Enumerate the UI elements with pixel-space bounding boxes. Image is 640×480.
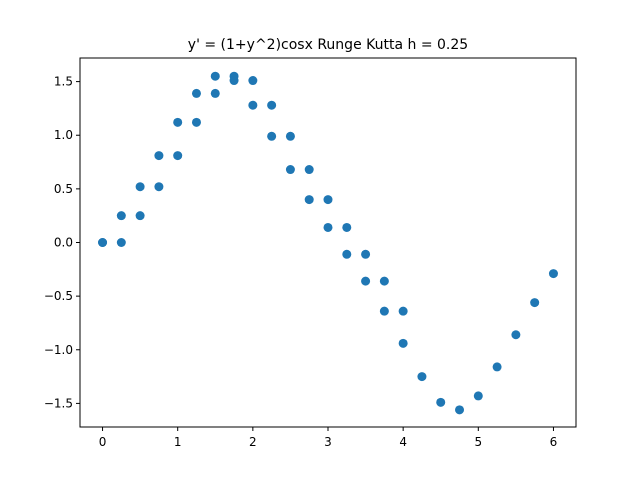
data-point [530,298,540,308]
data-point [455,405,465,415]
data-point [248,76,258,86]
y-tick-label: −1.0 [44,343,73,357]
data-point [191,88,201,98]
data-point [398,338,408,348]
x-tick-label: 2 [249,435,257,449]
chart-title: y' = (1+y^2)cosx Runge Kutta h = 0.25 [188,37,468,53]
y-axis: −1.5 −1.0 −0.5 0.0 0.5 1.0 1.5 [44,75,80,410]
data-point [511,330,521,340]
data-point [473,391,483,401]
x-tick-label: 1 [174,435,182,449]
data-point [210,71,220,81]
data-point [342,249,352,259]
data-point [342,222,352,232]
y-tick-label: −1.5 [44,396,73,410]
x-tick-label: 4 [399,435,407,449]
data-point [248,100,258,110]
x-tick-label: 5 [474,435,482,449]
x-tick-label: 3 [324,435,332,449]
x-tick-label: 0 [99,435,107,449]
data-point [116,211,126,221]
y-tick-label: 1.0 [54,128,73,142]
data-point [154,182,164,192]
data-point [267,100,277,110]
data-point [210,88,220,98]
data-point [398,306,408,316]
y-tick-label: 0.5 [54,182,73,196]
data-point [417,372,427,382]
data-point [548,269,558,279]
data-point [135,211,145,221]
data-point [379,276,389,286]
data-point [361,276,371,286]
data-point [229,76,239,86]
data-point [492,362,502,372]
data-point [436,397,446,407]
data-point [304,165,314,175]
data-point [116,238,126,247]
y-tick-label: 1.5 [54,75,73,89]
data-point [285,131,295,141]
data-point [191,117,201,127]
data-point [323,222,333,232]
data-point [379,306,389,316]
data-point [173,151,183,161]
data-point [267,131,277,141]
plot-area-frame [79,57,577,428]
data-point [285,165,295,175]
data-point [173,117,183,127]
data-point [154,151,164,161]
data-point [135,182,145,192]
x-tick-label: 6 [550,435,558,449]
data-point [98,238,108,247]
y-tick-label: 0.0 [54,236,73,250]
data-points [98,71,558,415]
data-point [304,195,314,205]
data-point [323,195,333,205]
data-point [361,249,371,259]
x-axis: 0 1 2 3 4 5 6 [99,427,558,449]
y-tick-label: −0.5 [44,289,73,303]
